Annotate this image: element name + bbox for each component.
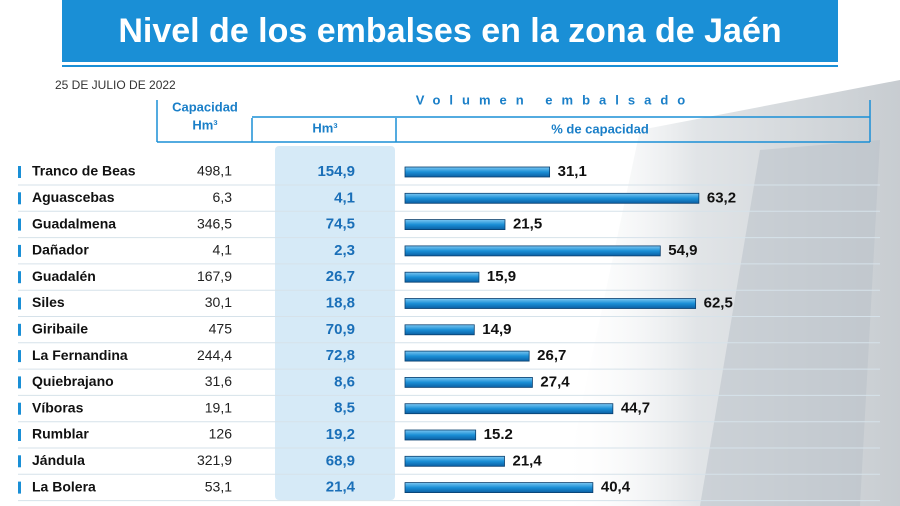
value-label: 31,1 — [558, 163, 587, 180]
reservoir-name: La Bolera — [32, 478, 96, 494]
value-label: 21,4 — [513, 452, 543, 469]
value-label: 62,5 — [704, 294, 733, 311]
capacity: 321,9 — [197, 452, 232, 468]
bar — [404, 324, 475, 336]
reservoir-name: Guadalmena — [32, 215, 116, 231]
header: Capacidad — [172, 99, 238, 114]
volume-column — [275, 146, 395, 500]
value-label: 26,7 — [537, 347, 566, 364]
row-marker — [18, 271, 21, 284]
volume: 8,5 — [334, 400, 355, 417]
capacity: 53,1 — [205, 478, 232, 494]
volume: 154,9 — [317, 163, 355, 180]
row-marker — [18, 376, 21, 389]
header: Volumen embalsado — [416, 92, 694, 107]
volume: 21,4 — [326, 479, 356, 496]
row-marker — [18, 192, 21, 205]
reservoir-name: La Fernandina — [32, 347, 128, 363]
row-marker — [18, 244, 21, 257]
row-marker — [18, 218, 21, 231]
background-dam — [700, 140, 880, 506]
reservoir-name: Aguascebas — [32, 189, 115, 205]
bar — [404, 350, 530, 362]
row-marker — [18, 297, 21, 310]
bar — [404, 482, 594, 494]
reservoir-name: Jándula — [32, 452, 85, 468]
row-marker — [18, 455, 21, 468]
value-label: 14,9 — [482, 321, 511, 338]
value-label: 27,4 — [540, 373, 570, 390]
bar — [404, 403, 614, 415]
reservoir-name: Dañador — [32, 242, 89, 258]
capacity: 19,1 — [205, 399, 232, 415]
bar — [404, 166, 551, 178]
reservoir-name: Siles — [32, 294, 65, 310]
volume: 19,2 — [326, 426, 355, 443]
reservoir-name: Víboras — [32, 399, 84, 415]
capacity: 244,4 — [197, 347, 232, 363]
volume: 26,7 — [326, 268, 355, 285]
volume: 18,8 — [326, 294, 355, 311]
capacity: 475 — [209, 321, 233, 337]
row-marker — [18, 429, 21, 441]
reservoir-name: Quiebrajano — [32, 373, 114, 389]
volume: 74,5 — [326, 216, 355, 233]
date: 25 DE JULIO DE 2022 — [55, 78, 176, 92]
capacity: 126 — [209, 426, 233, 442]
value-label: 40,4 — [601, 479, 631, 496]
volume: 70,9 — [326, 321, 355, 338]
capacity: 30,1 — [205, 294, 232, 310]
reservoir-name: Guadalén — [32, 268, 96, 284]
bar — [404, 245, 661, 257]
row-marker — [18, 481, 21, 494]
bar — [404, 429, 477, 441]
capacity: 31,6 — [205, 373, 232, 389]
chart-title: Nivel de los embalses en la zona de Jaén — [118, 12, 781, 50]
bar — [404, 271, 480, 283]
volume: 8,6 — [334, 373, 355, 390]
value-label: 44,7 — [621, 400, 650, 417]
header: Hm³ — [192, 117, 218, 132]
title-box — [62, 0, 838, 62]
volume: 4,1 — [334, 189, 355, 206]
reservoir-name: Tranco de Beas — [32, 163, 136, 179]
row-marker — [18, 166, 21, 178]
volume: 72,8 — [326, 347, 355, 364]
value-label: 63,2 — [707, 189, 736, 206]
value-label: 54,9 — [668, 242, 697, 259]
reservoir-name: Rumblar — [32, 426, 89, 442]
row-marker — [18, 323, 21, 336]
bar — [404, 376, 533, 388]
header-frame — [156, 100, 871, 143]
row-marker — [18, 402, 21, 415]
bar — [404, 298, 697, 309]
header: Hm³ — [312, 120, 338, 135]
value-label: 15,9 — [487, 268, 516, 285]
bar — [404, 192, 700, 204]
capacity: 6,3 — [213, 189, 233, 205]
value-label: 21,5 — [513, 216, 542, 233]
reservoir-name: Giribaile — [32, 321, 88, 337]
capacity: 498,1 — [197, 163, 232, 179]
volume: 68,9 — [326, 452, 355, 469]
capacity: 4,1 — [213, 242, 233, 258]
capacity: 167,9 — [197, 268, 232, 284]
bar — [404, 219, 506, 231]
bar — [404, 455, 505, 467]
volume: 2,3 — [334, 242, 355, 259]
header: % de capacidad — [551, 121, 649, 136]
capacity: 346,5 — [197, 215, 232, 231]
row-marker — [18, 350, 21, 363]
value-label: 15.2 — [484, 426, 513, 443]
